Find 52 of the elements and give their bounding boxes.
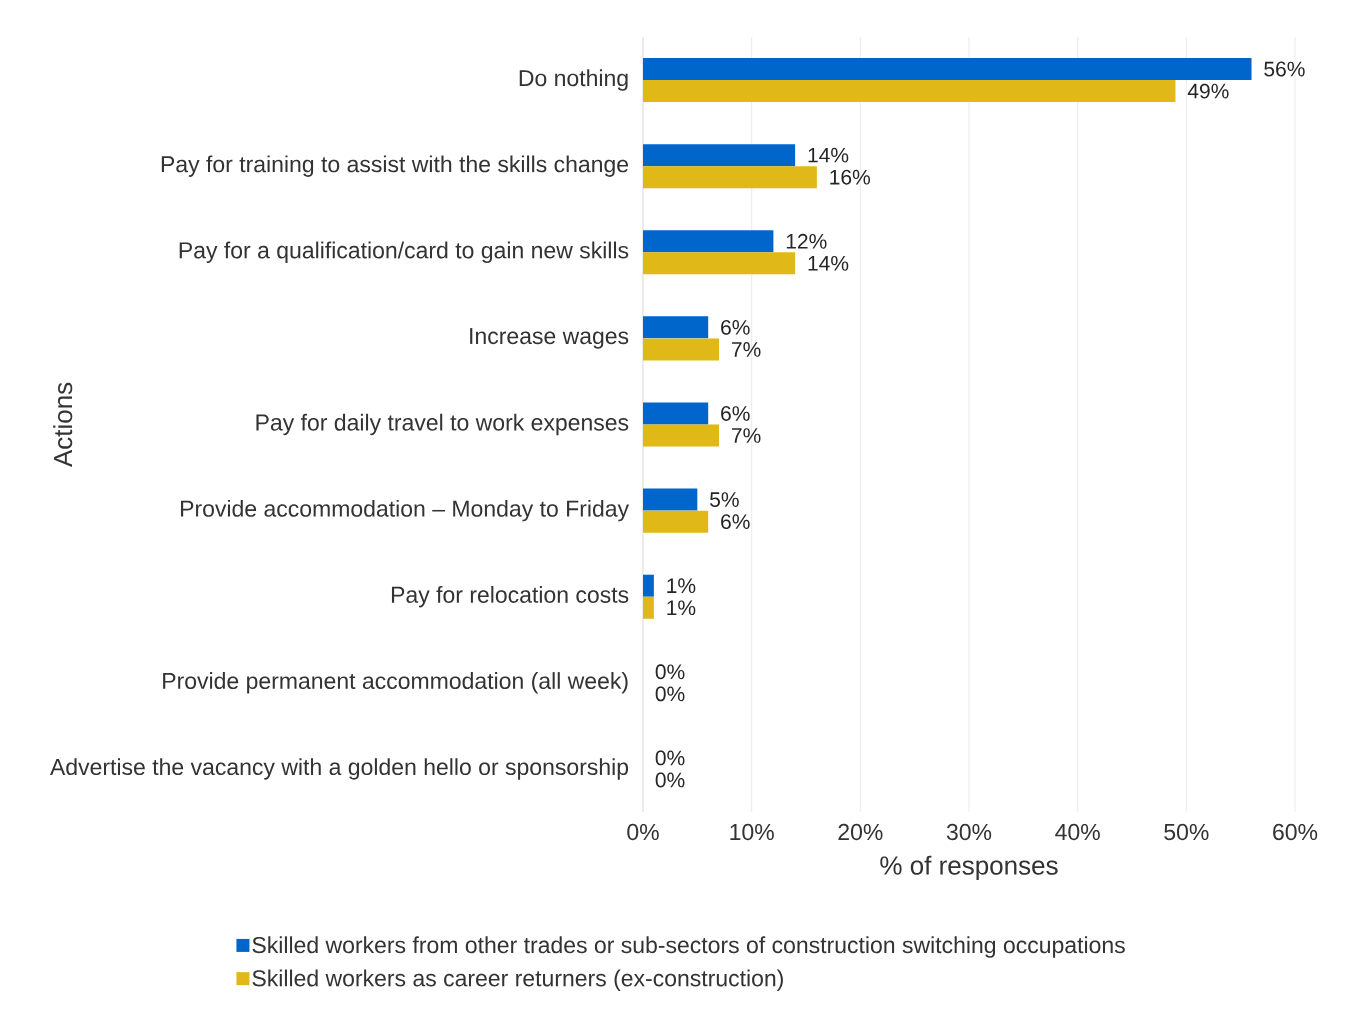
data-label: 14% — [808, 255, 849, 271]
data-label: 6% — [721, 406, 750, 421]
bar — [643, 338, 720, 361]
y-tick-label: Pay for relocation costs — [391, 586, 629, 608]
y-tick-label: Provide accommodation – Monday to Friday — [181, 499, 630, 522]
data-label: 0% — [655, 772, 685, 788]
legend-label: Skilled workers from other trades or sub-sectors of construction switching occupations — [252, 936, 1125, 958]
x-tick-label: 60% — [1273, 823, 1318, 841]
bar — [643, 574, 654, 597]
bar — [643, 510, 709, 533]
y-tick-label: Advertise the vacancy with a golden hello or sponsorship — [50, 758, 629, 780]
data-label: 12% — [786, 233, 827, 249]
x-tick-label: 30% — [946, 823, 992, 841]
data-label: 0% — [655, 664, 685, 680]
bar — [643, 252, 796, 275]
data-label: 49% — [1187, 83, 1229, 99]
x-tick-label: 20% — [838, 823, 883, 841]
data-label: 56% — [1264, 61, 1305, 77]
bar — [643, 230, 774, 253]
data-label: 16% — [830, 169, 871, 185]
y-tick-label: Provide permanent accommodation (all week) — [163, 672, 628, 694]
y-tick-label: Pay for a qualification/card to gain new skills — [179, 241, 629, 263]
data-label: 1% — [667, 578, 696, 594]
bar — [643, 488, 698, 511]
bar — [643, 316, 709, 339]
data-label: 7% — [732, 428, 761, 443]
legend-label: Skilled workers as career returners (ex-construction) — [252, 969, 783, 991]
bar — [643, 166, 817, 189]
data-label: 6% — [721, 319, 750, 335]
bar — [643, 596, 654, 619]
bar — [643, 80, 1176, 103]
y-tick-label: Do nothing — [519, 69, 628, 91]
data-label: 5% — [710, 492, 739, 507]
data-label: 7% — [732, 342, 761, 357]
x-tick-label: 0% — [627, 823, 659, 841]
x-tick-label: 40% — [1055, 823, 1100, 841]
bar — [643, 58, 1252, 81]
x-axis-title: % of responses — [880, 855, 1058, 880]
data-label: 0% — [655, 750, 685, 766]
y-tick-label: Increase wages — [470, 328, 629, 349]
y-tick-label: Pay for training to assist with the skills change — [161, 155, 629, 177]
bar — [643, 402, 709, 425]
x-tick-label: 10% — [730, 823, 774, 841]
data-label: 6% — [721, 514, 750, 530]
data-label: 0% — [655, 686, 685, 702]
x-tick-label: 50% — [1164, 823, 1209, 841]
data-label: 14% — [808, 147, 849, 163]
bar — [643, 144, 796, 167]
data-label: 1% — [667, 600, 696, 616]
y-axis-title: Actions — [53, 382, 73, 468]
y-tick-label: Pay for daily travel to work expenses — [256, 413, 629, 436]
bar — [643, 424, 720, 447]
